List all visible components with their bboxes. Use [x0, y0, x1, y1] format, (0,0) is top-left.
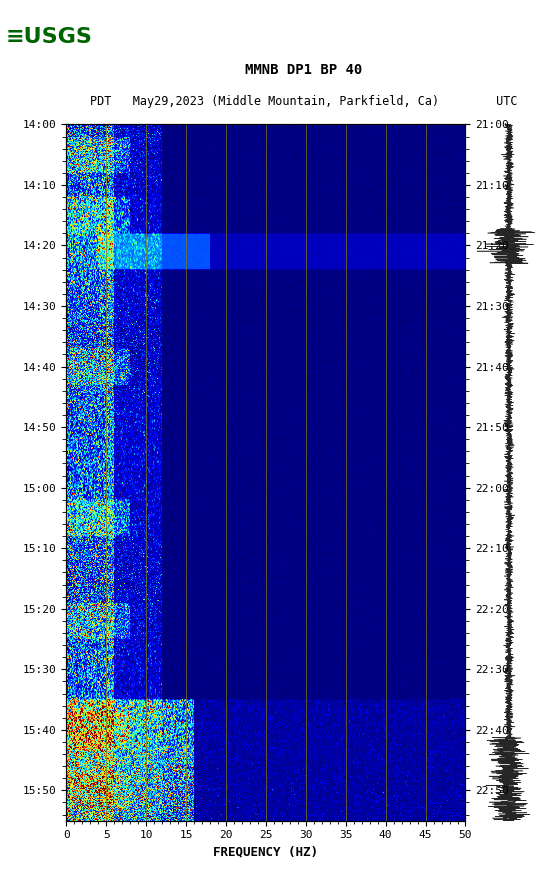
Text: MMNB DP1 BP 40: MMNB DP1 BP 40	[245, 63, 362, 77]
X-axis label: FREQUENCY (HZ): FREQUENCY (HZ)	[214, 846, 319, 859]
Text: ≡USGS: ≡USGS	[6, 27, 92, 46]
Text: PDT   May29,2023 (Middle Mountain, Parkfield, Ca)        UTC: PDT May29,2023 (Middle Mountain, Parkfie…	[90, 95, 517, 108]
